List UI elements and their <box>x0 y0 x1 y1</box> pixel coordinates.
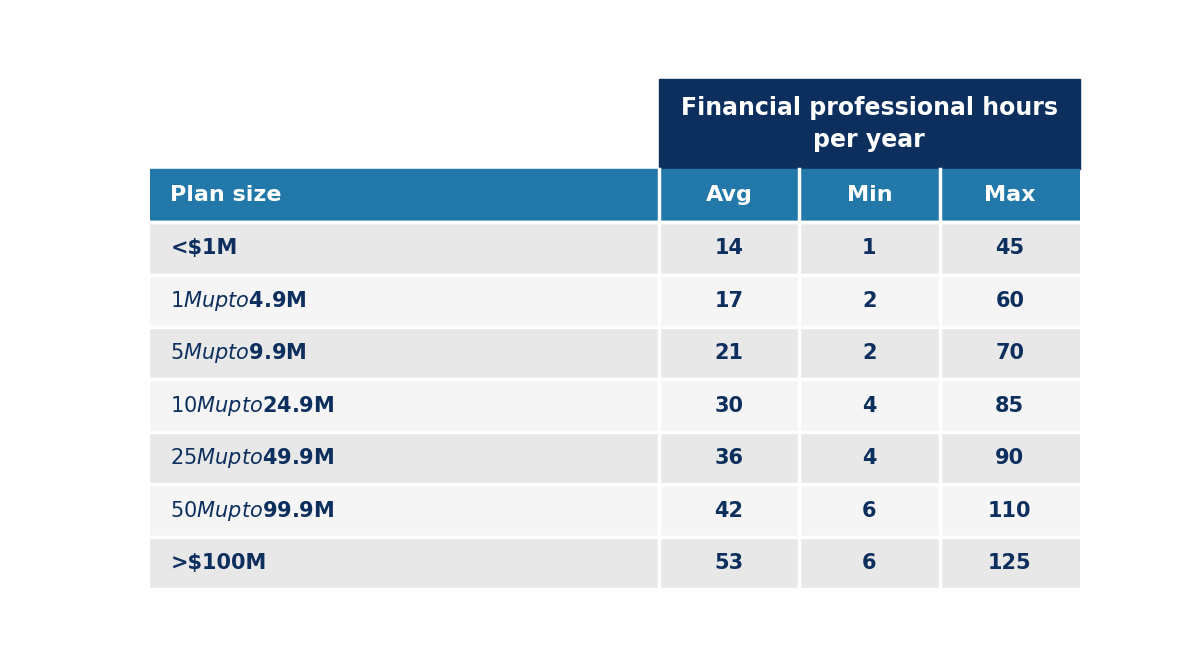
Text: 85: 85 <box>995 396 1025 416</box>
Text: Max: Max <box>984 185 1036 205</box>
Text: 90: 90 <box>995 448 1025 468</box>
Text: 42: 42 <box>714 500 744 520</box>
Text: <$1M: <$1M <box>170 238 238 258</box>
Text: Min: Min <box>846 185 892 205</box>
Bar <box>150 169 659 222</box>
Text: 45: 45 <box>995 238 1025 258</box>
Bar <box>150 432 1080 485</box>
Bar <box>150 222 1080 275</box>
Text: 30: 30 <box>714 396 744 416</box>
Bar <box>659 79 1080 169</box>
Text: 60: 60 <box>995 291 1025 311</box>
Text: $1M up to $4.9M: $1M up to $4.9M <box>170 289 307 313</box>
Text: Financial professional hours
per year: Financial professional hours per year <box>680 96 1058 152</box>
Bar <box>150 327 1080 379</box>
Text: $10M up to $24.9M: $10M up to $24.9M <box>170 394 335 418</box>
Bar <box>150 379 1080 432</box>
Text: 2: 2 <box>862 343 877 363</box>
Text: 2: 2 <box>862 291 877 311</box>
Text: $5M up to $9.9M: $5M up to $9.9M <box>170 341 307 365</box>
Bar <box>940 169 1080 222</box>
Text: 53: 53 <box>714 553 744 573</box>
Text: 36: 36 <box>714 448 744 468</box>
Text: 125: 125 <box>988 553 1032 573</box>
Text: 4: 4 <box>862 396 877 416</box>
Text: 14: 14 <box>714 238 744 258</box>
Text: 110: 110 <box>988 500 1032 520</box>
Text: 6: 6 <box>862 553 877 573</box>
Text: 1: 1 <box>862 238 877 258</box>
Text: $25M up to $49.9M: $25M up to $49.9M <box>170 446 335 470</box>
Bar <box>799 169 940 222</box>
Bar <box>150 485 1080 537</box>
Text: 70: 70 <box>995 343 1025 363</box>
Text: Avg: Avg <box>706 185 752 205</box>
Text: Plan size: Plan size <box>170 185 282 205</box>
Text: 17: 17 <box>714 291 744 311</box>
Text: >$100M: >$100M <box>170 553 266 573</box>
Text: $50M up to $99.9M: $50M up to $99.9M <box>170 498 335 522</box>
Text: 21: 21 <box>714 343 744 363</box>
Text: 4: 4 <box>862 448 877 468</box>
Text: 6: 6 <box>862 500 877 520</box>
Bar <box>150 537 1080 589</box>
Bar <box>150 275 1080 327</box>
Bar <box>659 169 799 222</box>
